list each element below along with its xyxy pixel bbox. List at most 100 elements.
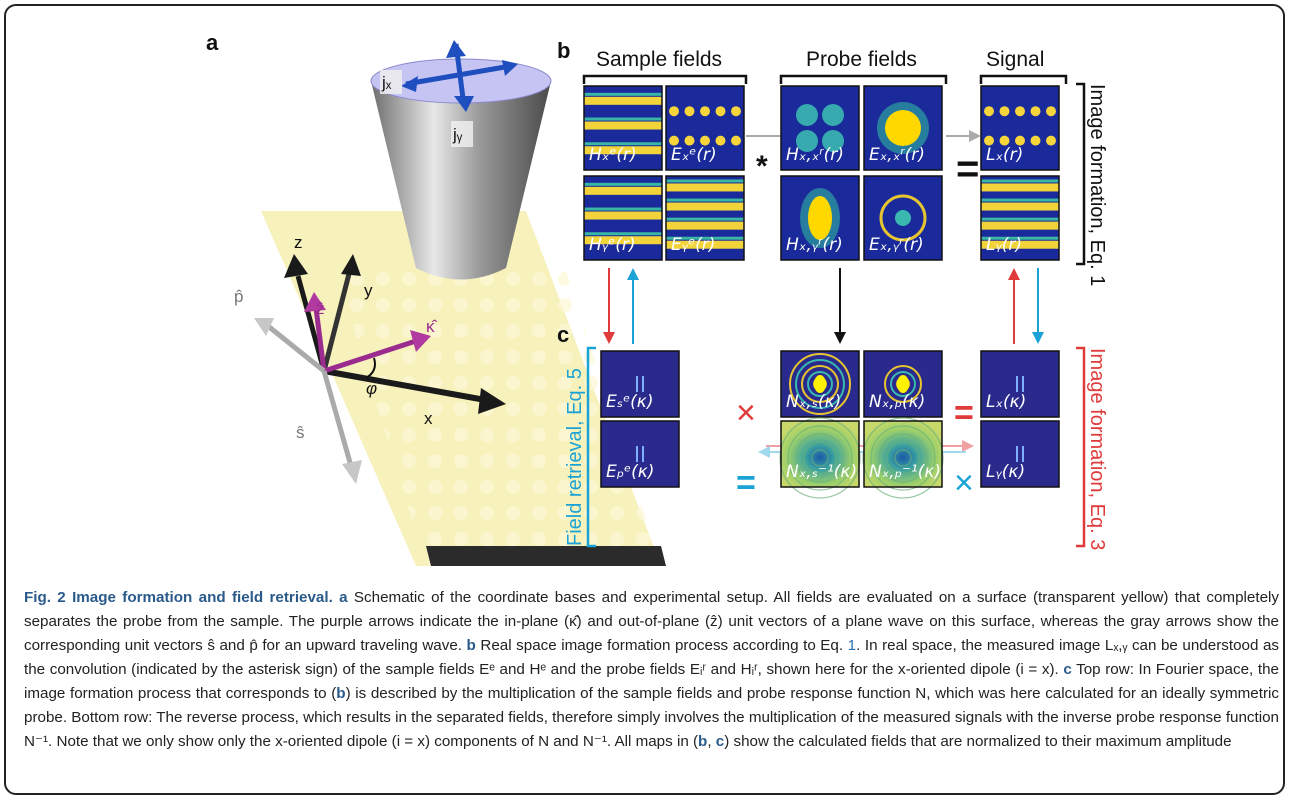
bracket-sample: [582, 74, 748, 84]
b-map-6-stripe: [666, 202, 744, 211]
c-map-7-bg: [981, 421, 1059, 487]
b-map-9-border: [980, 175, 1060, 261]
kappa-hat-arrow: [323, 338, 417, 374]
b-map-2-border: [780, 85, 860, 171]
c-map-1-ring: [807, 371, 833, 397]
c-map-7: Lᵧ(κ): [980, 420, 1060, 488]
caption-sep: ,: [707, 733, 716, 750]
times-operator-blue: ×: [954, 464, 974, 502]
b-map-9-stripe-edge: [981, 236, 1059, 240]
c-map-6-ring: [878, 433, 928, 483]
c-map-3-bg: [981, 351, 1059, 417]
figure-caption: Fig. 2 Image formation and field retriev…: [24, 586, 1279, 754]
b-map-1: Eₓᵉ(r): [665, 85, 745, 171]
b-map-3-label: Eₓ,ₓʳ(r): [869, 145, 925, 165]
jx-label: jₓ: [381, 73, 392, 92]
b-map-5-border: [583, 175, 663, 261]
c-map-2: Nₓ,ₚ(κ): [863, 350, 943, 418]
b-map-6-label: Eᵧᵉ(r): [671, 235, 715, 255]
b-map-8-ring: [879, 194, 927, 242]
phi-arc: [365, 357, 376, 379]
c-map-6-ring: [886, 441, 920, 475]
convolution-operator: *: [756, 150, 768, 183]
caption-letter-c: c: [1063, 661, 1072, 678]
p-hat-head: [254, 318, 274, 336]
c-map-5-ring: [811, 449, 829, 467]
c-map-0-bg: [601, 351, 679, 417]
b-map-5-stripe-edge: [584, 207, 662, 211]
c-map-6-ring: [870, 425, 936, 491]
bracket-field-retrieval: [586, 346, 596, 548]
b-map-4-bg: [981, 86, 1059, 170]
b-map-4-border: [980, 85, 1060, 171]
b-map-7: Hₓ,ᵧʳ(r): [780, 175, 860, 261]
b-map-1-dot: [669, 106, 679, 117]
b-map-2-lobe: [822, 130, 844, 152]
c-map-6-border: [863, 420, 943, 488]
b-map-9-stripe: [981, 183, 1059, 192]
dipole-y-head-top: [446, 40, 466, 58]
b-map-2-lobe: [822, 104, 844, 126]
c-map-1-border: [780, 350, 860, 418]
phi-label: φ: [366, 379, 377, 398]
figure-panels: a jₓ jᵧ x y z ẑ κ̂ φ p̂ ŝ b Sample field…: [206, 30, 1108, 566]
header-probe-fields: Probe fields: [806, 48, 917, 71]
x-axis-arrow: [323, 368, 492, 404]
header-sample-fields: Sample fields: [596, 48, 722, 71]
caption-text-c2: ) is described by the multiplication of …: [24, 685, 1280, 750]
b-map-5-stripe: [584, 186, 662, 195]
b-map-1-dot: [669, 135, 679, 146]
c-map-5-border: [780, 420, 860, 488]
c-map-6-label: Nₓ,ₚ⁻¹(κ): [869, 462, 941, 482]
b-map-0-stripe: [584, 121, 662, 130]
y-axis-label: y: [364, 281, 373, 300]
bracket-probe: [779, 74, 948, 84]
c-map-4-bg: [601, 421, 679, 487]
z-hat-label: ẑ: [316, 299, 325, 318]
b-map-2: Hₓ,ₓʳ(r): [780, 85, 860, 171]
caption-title: Fig. 2 Image formation and field retriev…: [24, 589, 333, 606]
x-axis-label: x: [424, 409, 433, 428]
c-map-4: Eₚᵉ(κ): [600, 420, 680, 488]
b-map-3-core: [885, 110, 921, 146]
b-map-5-label: Hᵧᵉ(r): [589, 235, 635, 255]
z-axis-label: z: [294, 233, 303, 252]
jx-label-box: [380, 70, 402, 94]
b-map-0-stripe-edge: [584, 142, 662, 146]
c-map-3: Lₓ(κ): [980, 350, 1060, 418]
p-hat-label: p̂: [234, 287, 243, 306]
c-map-1-core: [814, 375, 826, 393]
s-hat-head: [342, 460, 362, 484]
jy-label-box: [451, 121, 473, 147]
c-map-7-border: [980, 420, 1060, 488]
arrow-head-right-blue: [1032, 332, 1044, 344]
caption-paragraph: Fig. 2 Image formation and field retriev…: [24, 586, 1279, 754]
c-map-2-core: [897, 375, 909, 393]
kappa-hat-head: [410, 330, 431, 352]
b-map-2-lobe: [796, 130, 818, 152]
panel-c-maps: Eₛᵉ(κ) Nₓ,ₛ(κ) Nₓ,ₚ(κ) Lₓ(κ) Eₚᵉ(κ) Nₓ,ₛ⁻¹(κ)…: [600, 350, 1060, 499]
b-map-4-dot: [999, 106, 1010, 117]
b-map-8: Eₓ,ᵧʳ(r): [863, 175, 943, 261]
arrow-head-signal: [969, 130, 981, 142]
b-map-6: Eᵧᵉ(r): [665, 175, 745, 261]
b-map-4-label: Lₓ(r): [986, 145, 1023, 165]
panel-a-letter: a: [206, 30, 219, 55]
dipole-y-head-bottom: [454, 96, 474, 112]
caption-eq-ref[interactable]: 1: [847, 637, 857, 654]
b-map-1-dot: [700, 106, 710, 117]
caption-ref-b: b: [336, 685, 346, 702]
b-map-0-stripe: [584, 96, 662, 105]
caption-ref-c2: c: [715, 733, 725, 750]
b-map-1-dot: [700, 135, 710, 146]
b-map-0: Hₓᵉ(r): [583, 85, 663, 171]
b-map-1-border: [665, 85, 745, 171]
b-map-4-dot: [1030, 135, 1041, 146]
equals-operator-blue: =: [736, 464, 756, 502]
caption-text-c1: Top row: In Fourier space, the image for…: [24, 661, 1279, 702]
b-map-6-stripe-edge: [666, 198, 744, 202]
z-axis-head: [284, 254, 308, 278]
b-map-7-core: [808, 196, 832, 240]
b-map-6-stripe: [666, 221, 744, 230]
c-map-5-ring: [795, 433, 845, 483]
